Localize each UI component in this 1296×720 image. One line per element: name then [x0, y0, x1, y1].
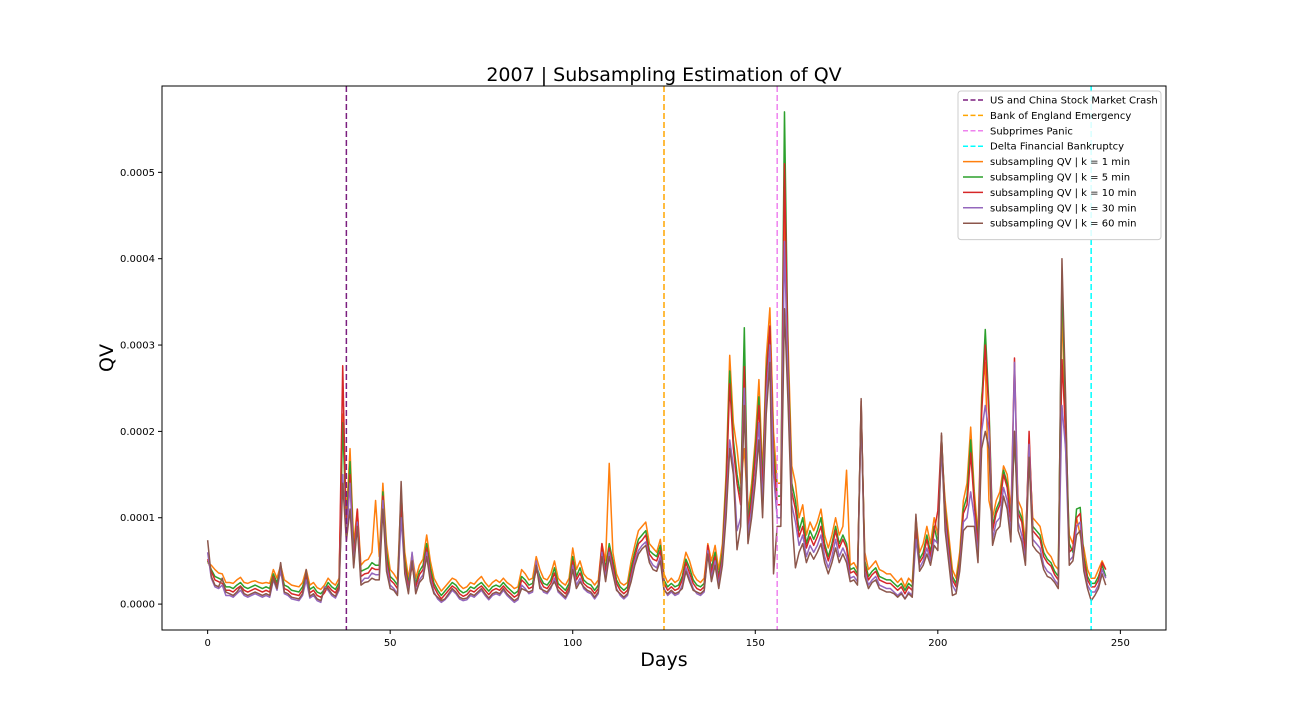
- legend-item-label: US and China Stock Market Crash: [990, 96, 1158, 107]
- plot-frame: [161, 85, 1167, 631]
- plot-area: [206, 86, 1107, 630]
- x-tick-label: 150: [746, 638, 765, 649]
- legend-item-label: subsampling QV | k = 5 min: [990, 173, 1130, 184]
- y-tick-label: 0.0001: [120, 513, 155, 524]
- legend: US and China Stock Market Crash Bank of E…: [957, 90, 1162, 241]
- y-tick-label: 0.0000: [120, 600, 155, 611]
- y-tick-label: 0.0003: [120, 341, 155, 352]
- legend-item-label: subsampling QV | k = 1 min: [990, 157, 1130, 168]
- x-axis: 0 50 100 150 200 250: [204, 630, 1130, 649]
- y-axis: 0.0000 0.0001 0.0002 0.0003 0.0004 0.0005: [120, 168, 162, 611]
- y-tick-label: 0.0005: [120, 168, 155, 179]
- legend-item-label: Bank of England Emergency: [990, 111, 1131, 122]
- chart-title: 2007 | Subsampling Estimation of QV: [486, 64, 841, 86]
- legend-item-label: subsampling QV | k = 60 min: [990, 219, 1136, 230]
- x-tick-label: 50: [384, 638, 397, 649]
- legend-item-label: Delta Financial Bankruptcy: [990, 142, 1124, 153]
- legend-item-label: Subprimes Panic: [990, 126, 1073, 137]
- x-tick-label: 250: [1111, 638, 1130, 649]
- legend-box: [957, 90, 1162, 241]
- series-line-3: [206, 162, 1107, 600]
- series-line-5: [206, 257, 1107, 602]
- y-tick-label: 0.0002: [120, 427, 155, 438]
- legend-item-label: subsampling QV | k = 30 min: [990, 203, 1136, 214]
- x-axis-label: Days: [640, 649, 687, 671]
- x-tick-label: 100: [563, 638, 582, 649]
- x-tick-label: 0: [204, 638, 210, 649]
- x-tick-label: 200: [928, 638, 947, 649]
- y-axis-label: QV: [96, 344, 118, 372]
- y-tick-label: 0.0004: [120, 254, 155, 265]
- legend-item-label: subsampling QV | k = 10 min: [990, 188, 1136, 199]
